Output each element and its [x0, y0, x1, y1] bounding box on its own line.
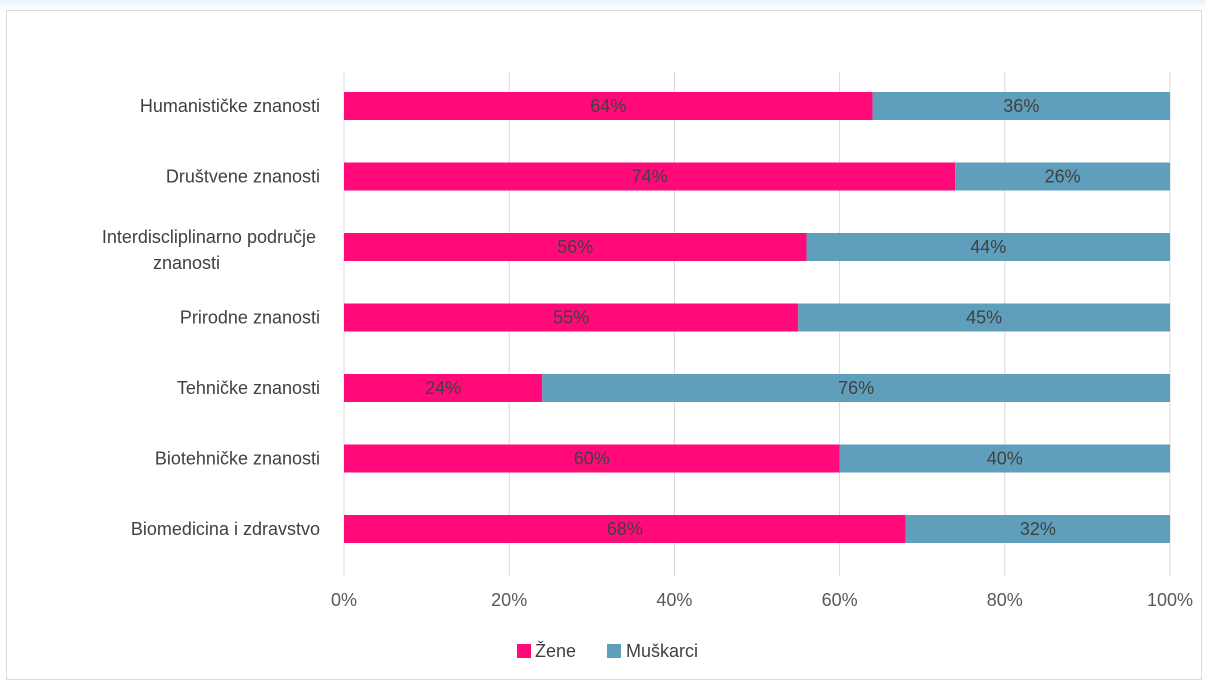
bar-zene — [344, 92, 873, 120]
data-label: 32% — [1020, 519, 1056, 539]
x-tick-label: 80% — [987, 590, 1023, 610]
bar-zene — [344, 233, 807, 261]
category-label: Humanističke znanosti — [140, 96, 320, 116]
x-tick-label: 20% — [491, 590, 527, 610]
data-label: 24% — [425, 378, 461, 398]
chart-frame — [6, 10, 1202, 680]
legend-swatch-muskarci — [607, 644, 621, 658]
data-label: 64% — [590, 96, 626, 116]
page-background-edge — [0, 0, 1206, 10]
bar-muskarci — [839, 444, 1170, 473]
bar-muskarci — [905, 515, 1170, 543]
data-label: 56% — [557, 237, 593, 257]
data-label: 68% — [607, 519, 643, 539]
bar-muskarci — [542, 374, 1170, 402]
data-label: 55% — [553, 308, 589, 328]
bar-zene — [344, 162, 956, 191]
category-label: Biotehničke znanosti — [155, 449, 320, 469]
bar-muskarci — [798, 303, 1170, 332]
category-label: Biomedicina i zdravstvo — [131, 519, 320, 539]
bar-muskarci — [806, 233, 1170, 261]
category-label: Tehničke znanosti — [177, 378, 320, 398]
data-label: 45% — [966, 308, 1002, 328]
data-label: 60% — [574, 449, 610, 469]
bar-zene — [344, 515, 906, 543]
data-label: 44% — [970, 237, 1006, 257]
category-label: Društvene znanosti — [166, 167, 320, 187]
data-label: 26% — [1045, 167, 1081, 187]
data-label: 74% — [632, 167, 668, 187]
category-label: Interdiscliplinarno područje znanosti — [102, 227, 316, 273]
bar-zene — [344, 444, 840, 473]
x-tick-label: 0% — [331, 590, 357, 610]
x-tick-label: 40% — [656, 590, 692, 610]
data-label: 36% — [1003, 96, 1039, 116]
bar-zene — [344, 303, 799, 332]
legend-swatch-zene — [517, 644, 531, 658]
bar-zene — [344, 374, 543, 402]
data-label: 40% — [987, 449, 1023, 469]
data-label: 76% — [838, 378, 874, 398]
legend-label-muskarci: Muškarci — [626, 641, 698, 661]
legend-label-zene: Žene — [535, 641, 576, 661]
category-label: Prirodne znanosti — [180, 308, 320, 328]
bar-muskarci — [955, 162, 1170, 191]
x-tick-label: 100% — [1147, 590, 1193, 610]
x-tick-label: 60% — [822, 590, 858, 610]
bar-muskarci — [872, 92, 1170, 120]
